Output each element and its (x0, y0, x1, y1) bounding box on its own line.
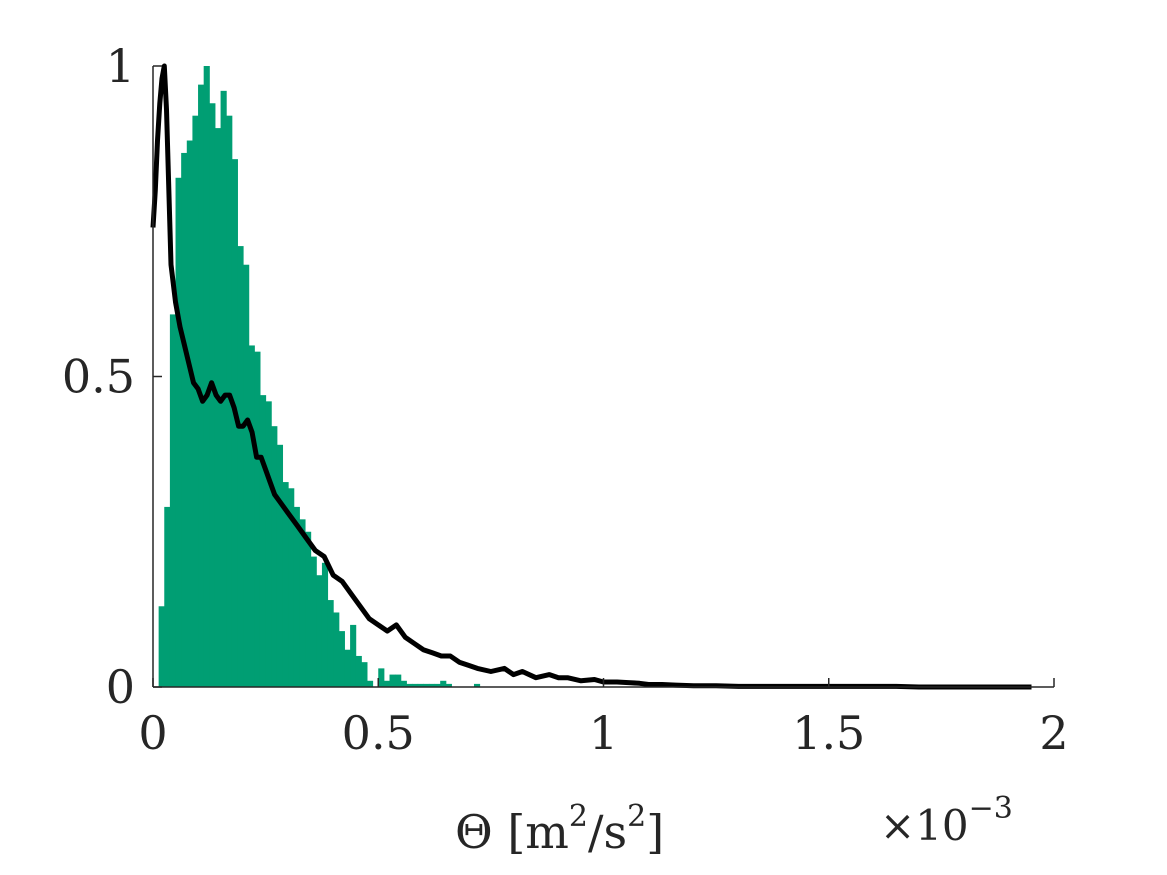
histogram-bar (440, 680, 447, 687)
x-axis-label: Θ [m2/s2] (455, 799, 664, 859)
y-tick-label: 0 (106, 660, 135, 714)
tick-labels: 0 0.5 1 1.5 2 0 0.5 1 (62, 39, 1069, 760)
histogram-bar (248, 345, 255, 687)
histogram-bar (355, 655, 362, 687)
histogram-bar (231, 159, 238, 687)
histogram-bar (186, 140, 193, 687)
histogram-bars (158, 66, 481, 688)
histogram-bar (271, 426, 278, 687)
histogram-bar (209, 103, 216, 687)
histogram-bar (338, 631, 345, 687)
histogram-bar (428, 683, 436, 687)
histogram-bar (395, 674, 402, 687)
histogram-bar (417, 683, 424, 687)
histogram-bar (299, 519, 306, 687)
histogram-bar (181, 152, 188, 687)
y-tick-label: 0.5 (62, 350, 135, 404)
histogram-bar (220, 90, 227, 688)
histogram-bar (400, 680, 407, 687)
histogram-bar (434, 683, 441, 687)
histogram-bar (169, 314, 177, 687)
axes (152, 65, 1055, 688)
density-line (150, 63, 1032, 690)
histogram-bar (316, 575, 323, 687)
x-tick-label: 0 (138, 706, 167, 760)
histogram-bar (198, 84, 205, 687)
x-tick-label: 2 (1039, 706, 1068, 760)
histogram-bar (175, 177, 182, 687)
histogram-bar (237, 246, 244, 687)
histogram-bar (288, 488, 295, 687)
histogram-bar (423, 683, 430, 687)
histogram-bar (282, 482, 289, 687)
histogram-bar (293, 506, 300, 687)
histogram-bar (406, 683, 413, 687)
x-tick-label: 0.5 (342, 706, 415, 760)
histogram-bar (203, 66, 210, 687)
histogram-bar (158, 606, 165, 687)
x-tick-label: 1.5 (792, 706, 865, 760)
histogram-bar (378, 668, 385, 687)
y-tick-label: 1 (106, 39, 135, 93)
histogram-bar (361, 662, 368, 687)
histogram-bar (164, 506, 171, 687)
histogram-bar (321, 562, 329, 687)
histogram-bar (192, 115, 199, 688)
histogram-bar (305, 531, 312, 687)
histogram-bar (383, 680, 391, 687)
histogram-bar (350, 624, 357, 687)
histogram-bar (310, 556, 317, 687)
histogram-bar (243, 264, 250, 687)
histogram-bar (265, 401, 272, 687)
histogram-bar (333, 612, 340, 687)
histogram-bar (445, 683, 452, 687)
x-axis-multiplier: ×10−3 (880, 791, 1013, 850)
histogram-bar (327, 600, 334, 687)
histogram-bar (344, 649, 351, 687)
histogram-bar (276, 444, 284, 687)
histogram-bar (389, 674, 396, 687)
histogram-bar (412, 683, 419, 687)
histogram-bar (366, 680, 374, 687)
histogram-bar (473, 683, 481, 687)
histogram-bar (254, 351, 261, 687)
histogram-bar (259, 395, 267, 687)
x-tick-label: 1 (589, 706, 618, 760)
histogram-bar (214, 128, 222, 688)
